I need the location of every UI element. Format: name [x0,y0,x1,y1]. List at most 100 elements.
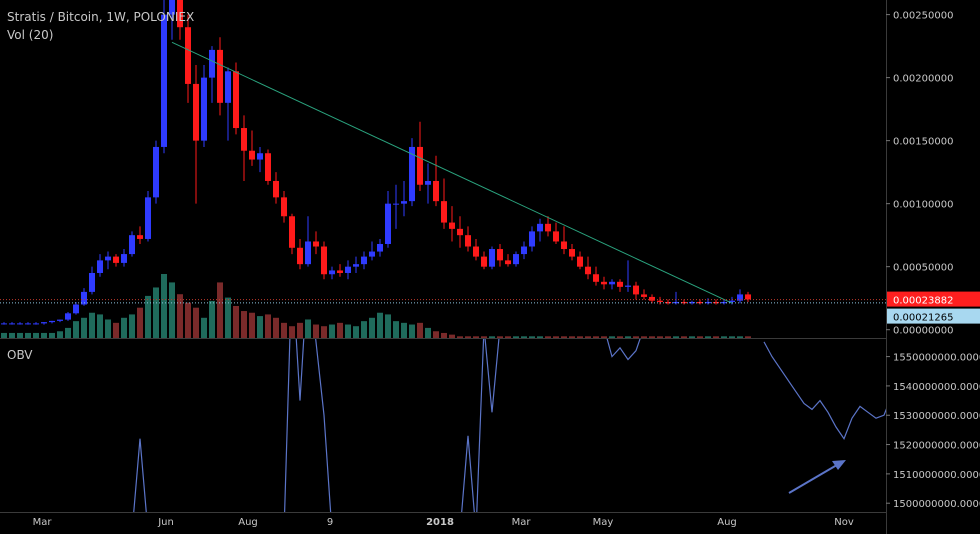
time-tick-label: Mar [512,517,532,528]
candle-body [121,254,127,263]
volume-bar [665,336,671,338]
candle-body [33,323,39,325]
candle-body [489,249,495,267]
up-arrow-head[interactable] [832,460,846,470]
volume-bar [561,336,567,338]
candle-body [129,235,135,255]
volume-bar [81,317,87,338]
candle-body [473,246,479,257]
volume-bar [601,336,607,338]
candle-body [265,153,271,181]
prev-price-tag-label: 0.00021265 [893,313,953,324]
obv-legend: OBV [7,348,33,362]
volume-bar [401,322,407,338]
volume-bar [113,322,119,338]
volume-bar [393,321,399,338]
volume-bar [41,332,47,338]
volume-bar [97,314,103,338]
volume-bar [529,336,535,338]
candle-body [241,128,247,151]
volume-bar [497,336,503,338]
price-tick-label: 0.00250000 [893,11,953,22]
obv-line [606,339,641,361]
candle-body [17,323,23,325]
volume-bar [33,332,39,338]
candle-body [433,180,439,202]
candle-body [545,223,551,232]
candle-body [737,294,743,301]
candle-body [201,77,207,141]
volume-bar [545,336,551,338]
volume-bar [417,322,423,338]
obv-tick-label: 1510000000.0000 [893,470,980,481]
candle-body [177,0,183,28]
candle-body [569,249,575,257]
candle-body [649,296,655,301]
volume-bar [57,331,63,338]
candle-body [105,256,111,261]
volume-bar [313,324,319,338]
trendline[interactable] [171,41,733,304]
candle-body [233,71,239,129]
obv-line [284,339,332,512]
volume-bar [289,326,295,338]
obv-tick-label: 1500000000.0000 [893,499,980,510]
time-tick-label: Aug [717,517,737,528]
price-tick-label: 0.00150000 [893,137,953,148]
candle-body [217,49,223,103]
candle-body [521,246,527,255]
volume-bar [137,307,143,338]
volume-bar [25,332,31,338]
candle-body [9,323,15,325]
candle-body [65,313,71,320]
candle-body [49,320,55,323]
candle-body [329,270,335,275]
volume-bar [153,287,159,338]
price-axis: 0.00250000 0.00200000 0.00150000 0.00100000… [886,11,953,337]
volume-bar [105,319,111,338]
candle-body [225,71,231,103]
candle-body [593,274,599,282]
price-tick-label: 0.00200000 [893,74,953,85]
volume-bar [145,295,151,338]
volume-bar [513,336,519,338]
volume-bar [441,332,447,338]
candle-body [713,301,719,304]
candle-body [393,203,399,205]
volume-bar [361,321,367,338]
trendline-layer [171,41,733,304]
candle-body [353,264,359,267]
candle-body [337,270,343,273]
candle-body [377,243,383,252]
volume-bar [73,321,79,338]
candle-body [185,27,191,84]
candle-body [553,231,559,242]
candle-body [169,0,175,15]
obv-line [763,341,886,440]
candle-body [745,294,751,300]
candle-body [97,260,103,273]
volume-bar [17,332,23,338]
candle-body [313,241,319,247]
candle-body [73,304,79,314]
volume-bar [625,336,631,338]
prev-price-tag [887,308,980,324]
up-arrow-shaft[interactable] [788,461,843,494]
volume-bar [697,336,703,338]
obv-tick-label: 1550000000.0000 [893,353,980,364]
last-price-tag [887,291,980,307]
volume-bar [185,302,191,338]
candle-body [441,201,447,223]
last-price-tag-label: 0.00023882 [893,296,953,307]
candle-body [209,49,215,78]
candle-body [153,146,159,198]
volume-bar [9,332,15,338]
candle-body [297,247,303,265]
volume-bar [433,331,439,338]
volume-bar [121,317,127,338]
volume-bar [385,314,391,338]
obv-axis: 1550000000.0000 1540000000.0000 1530000000… [886,353,980,510]
volume-bar [649,336,655,338]
